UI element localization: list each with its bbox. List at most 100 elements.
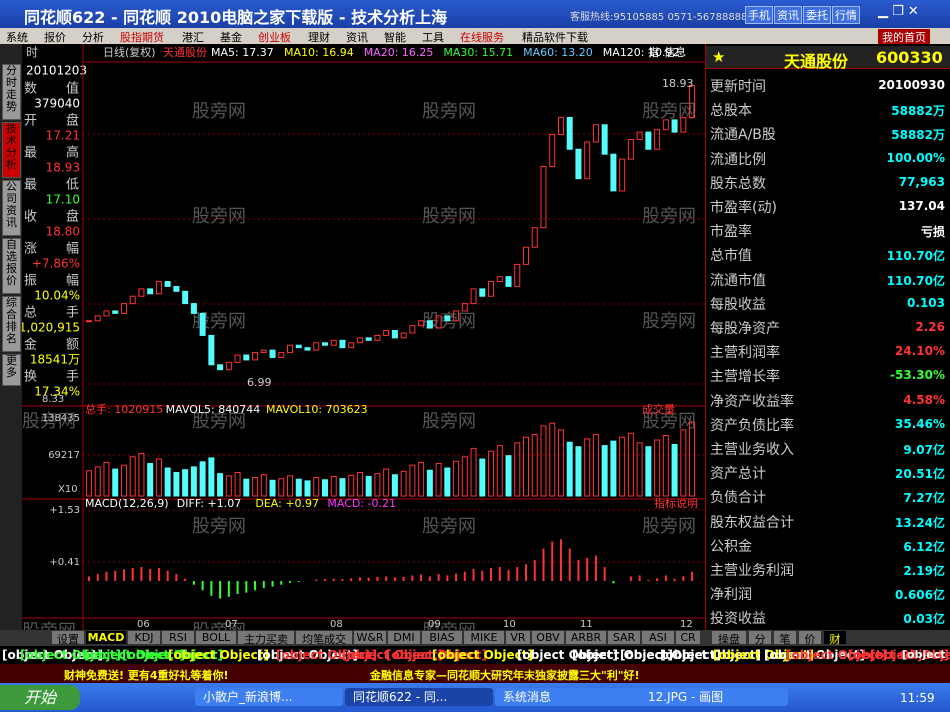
menu-item[interactable]: 资讯: [346, 31, 368, 44]
side-tab[interactable]: 自选报价: [2, 238, 21, 294]
menu-item[interactable]: 基金: [220, 31, 242, 44]
side-tab[interactable]: 综合排名: [2, 296, 21, 352]
window-controls[interactable]: ▁ ❐ ✕: [878, 4, 919, 19]
menu-item[interactable]: 港汇: [182, 31, 204, 44]
info-label: 涨 幅: [24, 242, 79, 257]
x-label: 11: [580, 619, 593, 630]
field-label: 股东权益合计: [710, 514, 794, 531]
volume-bar: [243, 478, 250, 497]
side-tab[interactable]: 技术分析: [2, 122, 21, 178]
volume-bar: [592, 433, 599, 497]
candle: [295, 344, 302, 349]
panel-tab[interactable]: 操盘: [712, 631, 746, 646]
candle: [505, 276, 512, 287]
indicator-tab[interactable]: W&R: [354, 631, 386, 644]
task-item[interactable]: 同花顺622 - 同...: [345, 688, 493, 706]
info-label: 振 幅: [24, 274, 79, 289]
volume-bar: [689, 421, 696, 497]
field-label: 主营增长率: [710, 369, 780, 386]
indicator-tab[interactable]: ARBR: [566, 631, 606, 644]
title-button[interactable]: 行情: [832, 6, 860, 24]
indicator-tab[interactable]: ASI: [642, 631, 674, 644]
side-tab[interactable]: 更多: [2, 354, 21, 386]
candle: [680, 116, 687, 133]
indicator-tab[interactable]: MIKE: [464, 631, 504, 644]
indicator-tab[interactable]: OBV: [532, 631, 564, 644]
task-item[interactable]: 12.JPG - 画图: [640, 688, 788, 706]
home-button[interactable]: 我的首页: [878, 29, 930, 45]
info-label: 金 额: [24, 337, 79, 353]
indicator-tab[interactable]: BIAS: [422, 631, 462, 644]
side-tab[interactable]: 分时走势: [2, 64, 21, 120]
menu-item[interactable]: 报价: [44, 31, 66, 44]
volume-bar: [479, 458, 486, 497]
menu-item[interactable]: 股指期货: [120, 31, 164, 44]
field-value: 110.70亿: [886, 249, 945, 264]
indicator-tab[interactable]: BOLL: [196, 631, 236, 644]
candle: [523, 246, 529, 265]
status-item: [object Object]: [870, 648, 950, 662]
menu-item[interactable]: 系统: [6, 31, 28, 44]
menu-item[interactable]: 在线服务: [460, 31, 504, 44]
ma-label: MA120: 10.92: [603, 46, 680, 59]
task-item[interactable]: 小散户_新浪博...: [195, 688, 343, 706]
menu-item[interactable]: 智能: [384, 31, 406, 44]
menu-item[interactable]: 创业板: [258, 31, 291, 44]
candle: [182, 290, 189, 305]
watermark: 股旁网: [422, 311, 476, 332]
menu-item[interactable]: 工具: [422, 31, 444, 44]
candle: [234, 354, 241, 363]
status-item: [object Object]: [2, 648, 103, 662]
menu-item[interactable]: 理财: [308, 31, 330, 44]
volume-bar: [86, 470, 92, 497]
panel-tab[interactable]: 财: [824, 631, 846, 646]
volume-bar: [523, 436, 529, 497]
volume-bar: [330, 475, 337, 497]
title-button[interactable]: 委托: [803, 6, 831, 24]
side-tab[interactable]: 公司资讯: [2, 180, 21, 236]
candle: [120, 303, 127, 314]
task-item[interactable]: 系统消息: [495, 688, 643, 706]
low-label: 6.99: [247, 376, 272, 389]
candle: [540, 165, 547, 229]
candle: [592, 124, 599, 143]
indicator-tab[interactable]: SAR: [608, 631, 640, 644]
candle: [566, 116, 573, 150]
watermark: 股旁网: [192, 516, 246, 537]
indicator-tab[interactable]: 均笔成交: [296, 631, 352, 646]
menu-item[interactable]: 精品软件下载: [522, 31, 588, 44]
x-label: 10: [503, 619, 516, 630]
status-item: [object Object]: [620, 648, 721, 662]
watermark: 股旁网: [642, 311, 696, 332]
volume-bar: [129, 456, 136, 497]
watermark: 股旁网: [642, 516, 696, 537]
indicator-tab[interactable]: KDJ: [128, 631, 160, 644]
indicator-tab[interactable]: DMI: [388, 631, 420, 644]
indicator-tab[interactable]: VR: [506, 631, 530, 644]
volume-bar: [287, 475, 294, 497]
ticker-item[interactable]: 金融信息专家—同花顺大研究年末独家披露三大"利"好!: [370, 669, 640, 682]
axis-label: 8.33: [42, 394, 64, 405]
ma-label: MA30: 15.71: [443, 46, 513, 59]
info-value: 17.21: [46, 129, 80, 143]
indicator-tab[interactable]: MACD: [86, 631, 126, 644]
indicator-tab[interactable]: 主力买卖: [238, 631, 294, 646]
candle: [155, 281, 162, 295]
panel-tab[interactable]: 价: [799, 631, 821, 646]
panel-tab[interactable]: 笔: [774, 631, 796, 646]
ticker-item[interactable]: 财神免费送! 更有4重好礼等着你!: [64, 669, 229, 682]
title-button[interactable]: 手机: [745, 6, 773, 24]
panel-tab[interactable]: 分: [749, 631, 771, 646]
start-button[interactable]: 开始: [0, 685, 80, 710]
candle: [217, 364, 224, 371]
indicator-tab[interactable]: 设置: [52, 631, 84, 646]
indicator-tab[interactable]: CR: [676, 631, 700, 644]
volume-bar: [426, 469, 433, 497]
volume-bar: [234, 471, 241, 497]
title-button[interactable]: 资讯: [774, 6, 802, 24]
field-label: 更新时间: [710, 79, 766, 95]
candle: [269, 349, 276, 358]
menu-item[interactable]: 分析: [82, 31, 104, 44]
indicator-tab[interactable]: RSI: [162, 631, 194, 644]
